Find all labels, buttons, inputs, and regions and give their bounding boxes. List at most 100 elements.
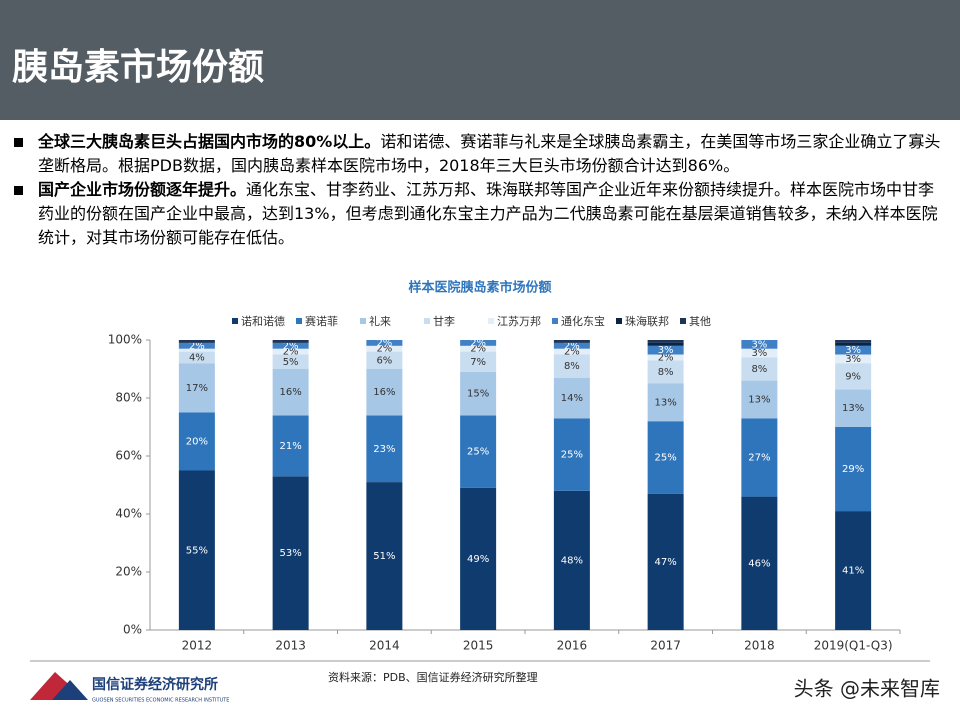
data-label: 2% (470, 338, 486, 349)
bar-segment (553, 354, 590, 378)
bullet: 国产企业市场份额逐年提升。通化东宝、甘李药业、江苏万邦、珠海联邦等国产企业近年来… (12, 178, 947, 250)
bar-segment (366, 482, 403, 630)
legend-label: 江苏万邦 (497, 315, 541, 328)
data-label: 15% (467, 389, 489, 400)
x-tick-label: 2017 (650, 639, 681, 653)
data-label: 13% (842, 403, 864, 414)
watermark: 头条 @未来智库 (794, 677, 940, 701)
logo-mark (52, 680, 88, 700)
bar-segment (741, 357, 778, 381)
legend-swatch (424, 318, 430, 324)
source: 资料来源：PDB、国信证券经济研究所整理 (328, 670, 538, 684)
bar-segment (460, 487, 497, 630)
bar-segment (178, 342, 215, 349)
logo-name: 国信证券经济研究所 (92, 676, 218, 693)
bar-segment (178, 412, 215, 471)
legend-swatch (232, 318, 238, 324)
data-label: 23% (373, 444, 395, 455)
data-label: 8% (751, 364, 767, 375)
bar-segment (553, 418, 590, 491)
data-label: 3% (751, 348, 767, 359)
bar-segment (553, 490, 590, 630)
bullet-text: 诺和诺德、赛诺菲与礼来是全球胰岛素霸主，在美国等市场三家企业确立了寡头垄断格局。… (38, 132, 941, 175)
data-label: 7% (470, 357, 486, 368)
data-label: 25% (561, 450, 583, 461)
bar-segment (272, 369, 309, 416)
data-label: 2% (376, 338, 392, 349)
bar-segment (741, 380, 778, 419)
data-label: 2% (283, 341, 299, 352)
bar-segment (366, 415, 403, 483)
bar-segment (647, 360, 684, 384)
data-label: 13% (748, 394, 770, 405)
x-tick-label: 2019(Q1-Q3) (814, 639, 893, 653)
legend-label: 礼来 (369, 314, 391, 328)
data-label: 48% (561, 555, 583, 566)
bullet: 全球三大胰岛素巨头占据国内市场的80%以上。诺和诺德、赛诺菲与礼来是全球胰岛素霸… (12, 130, 947, 178)
bar-segment (741, 496, 778, 630)
bar-segment (272, 340, 309, 343)
legend-swatch (552, 318, 558, 324)
x-tick-label: 2014 (369, 639, 400, 653)
data-label: 2% (658, 352, 674, 363)
data-label: 2% (564, 347, 580, 358)
y-tick-label: 60% (115, 449, 142, 463)
legend-swatch (616, 318, 622, 324)
y-tick-label: 40% (115, 507, 142, 521)
bar-segment (647, 354, 684, 361)
bar-segment (460, 340, 497, 346)
data-label: 2% (376, 344, 392, 355)
data-label: 41% (842, 566, 864, 577)
bar-segment (835, 345, 872, 355)
bar-segment (553, 340, 590, 343)
data-label: 14% (561, 393, 583, 404)
data-label: 3% (658, 345, 674, 356)
data-label: 51% (373, 551, 395, 562)
data-label: 8% (564, 361, 580, 372)
bar-segment (835, 363, 872, 390)
legend-label: 诺和诺德 (241, 314, 285, 328)
bar-segment (272, 342, 309, 349)
bar-segment (835, 342, 872, 346)
y-tick-label: 20% (115, 565, 142, 579)
data-label: 16% (373, 387, 395, 398)
bar-segment (366, 369, 403, 416)
data-label: 4% (189, 352, 205, 363)
bar-segment (835, 511, 872, 630)
x-tick-label: 2016 (557, 639, 588, 653)
data-label: 5% (283, 357, 299, 368)
bar-segment (460, 345, 497, 352)
legend-swatch (680, 318, 686, 324)
legend-swatch (360, 318, 366, 324)
bar-segment (647, 340, 684, 343)
bar-segment (647, 421, 684, 494)
data-label: 2% (283, 347, 299, 358)
bullet-bold: 国产企业市场份额逐年提升。 (38, 180, 247, 199)
data-label: 55% (186, 545, 208, 556)
data-label: 47% (655, 557, 677, 568)
bar-segment (647, 345, 684, 355)
data-label: 29% (842, 464, 864, 475)
bar-segment (835, 354, 872, 364)
y-tick-label: 0% (123, 623, 142, 637)
bar-segment (741, 348, 778, 358)
data-label: 3% (845, 345, 861, 356)
bar-segment (272, 354, 309, 369)
bar-segment (553, 348, 590, 355)
bar-segment (178, 470, 215, 630)
bar-segment (741, 340, 778, 349)
bullet-text: 通化东宝、甘李药业、江苏万邦、珠海联邦等国产企业近年来份额持续提升。样本医院市场… (38, 180, 938, 247)
data-label: 27% (748, 452, 770, 463)
bar-segment (647, 342, 684, 346)
data-label: 9% (845, 371, 861, 382)
data-label: 2% (564, 341, 580, 352)
bar-segment (366, 351, 403, 369)
legend-label: 赛诺菲 (305, 314, 338, 328)
data-label: 25% (467, 447, 489, 458)
x-tick-label: 2018 (744, 639, 775, 653)
bar-segment (835, 427, 872, 512)
bar-segment (366, 340, 403, 346)
bar-segment (460, 415, 497, 488)
slide-title: 胰岛素市场份额 (12, 46, 265, 88)
